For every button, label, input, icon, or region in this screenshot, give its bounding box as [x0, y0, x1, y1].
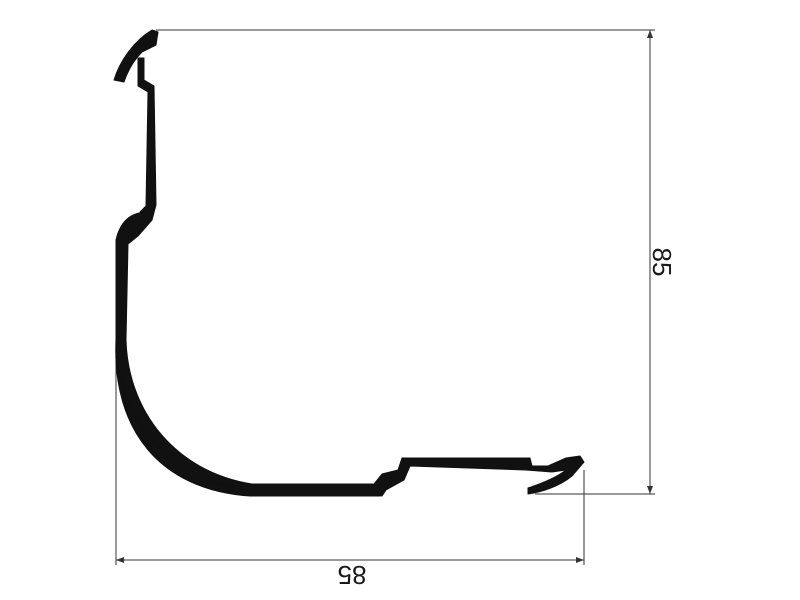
arrow-top [647, 30, 653, 38]
profile-upper-channel [137, 57, 157, 213]
profile-cove-curve [115, 339, 381, 497]
profile-mid-knuckle [115, 204, 157, 245]
width-dimension-label: 85 [338, 560, 367, 590]
arrow-right [576, 557, 584, 563]
arrow-bottom [647, 486, 653, 494]
profile-bottom-channel [365, 457, 533, 497]
dimension-lines [115, 29, 655, 565]
profile-cove-inner [115, 339, 381, 491]
arrow-left [116, 557, 124, 563]
aluminum-profile [113, 29, 585, 497]
profile-top-lip [113, 29, 159, 83]
profile-bottom-hook [525, 455, 585, 495]
profile-left-leg [115, 239, 129, 341]
dimension-arrows [116, 30, 653, 563]
height-dimension-label: 85 [647, 248, 677, 277]
